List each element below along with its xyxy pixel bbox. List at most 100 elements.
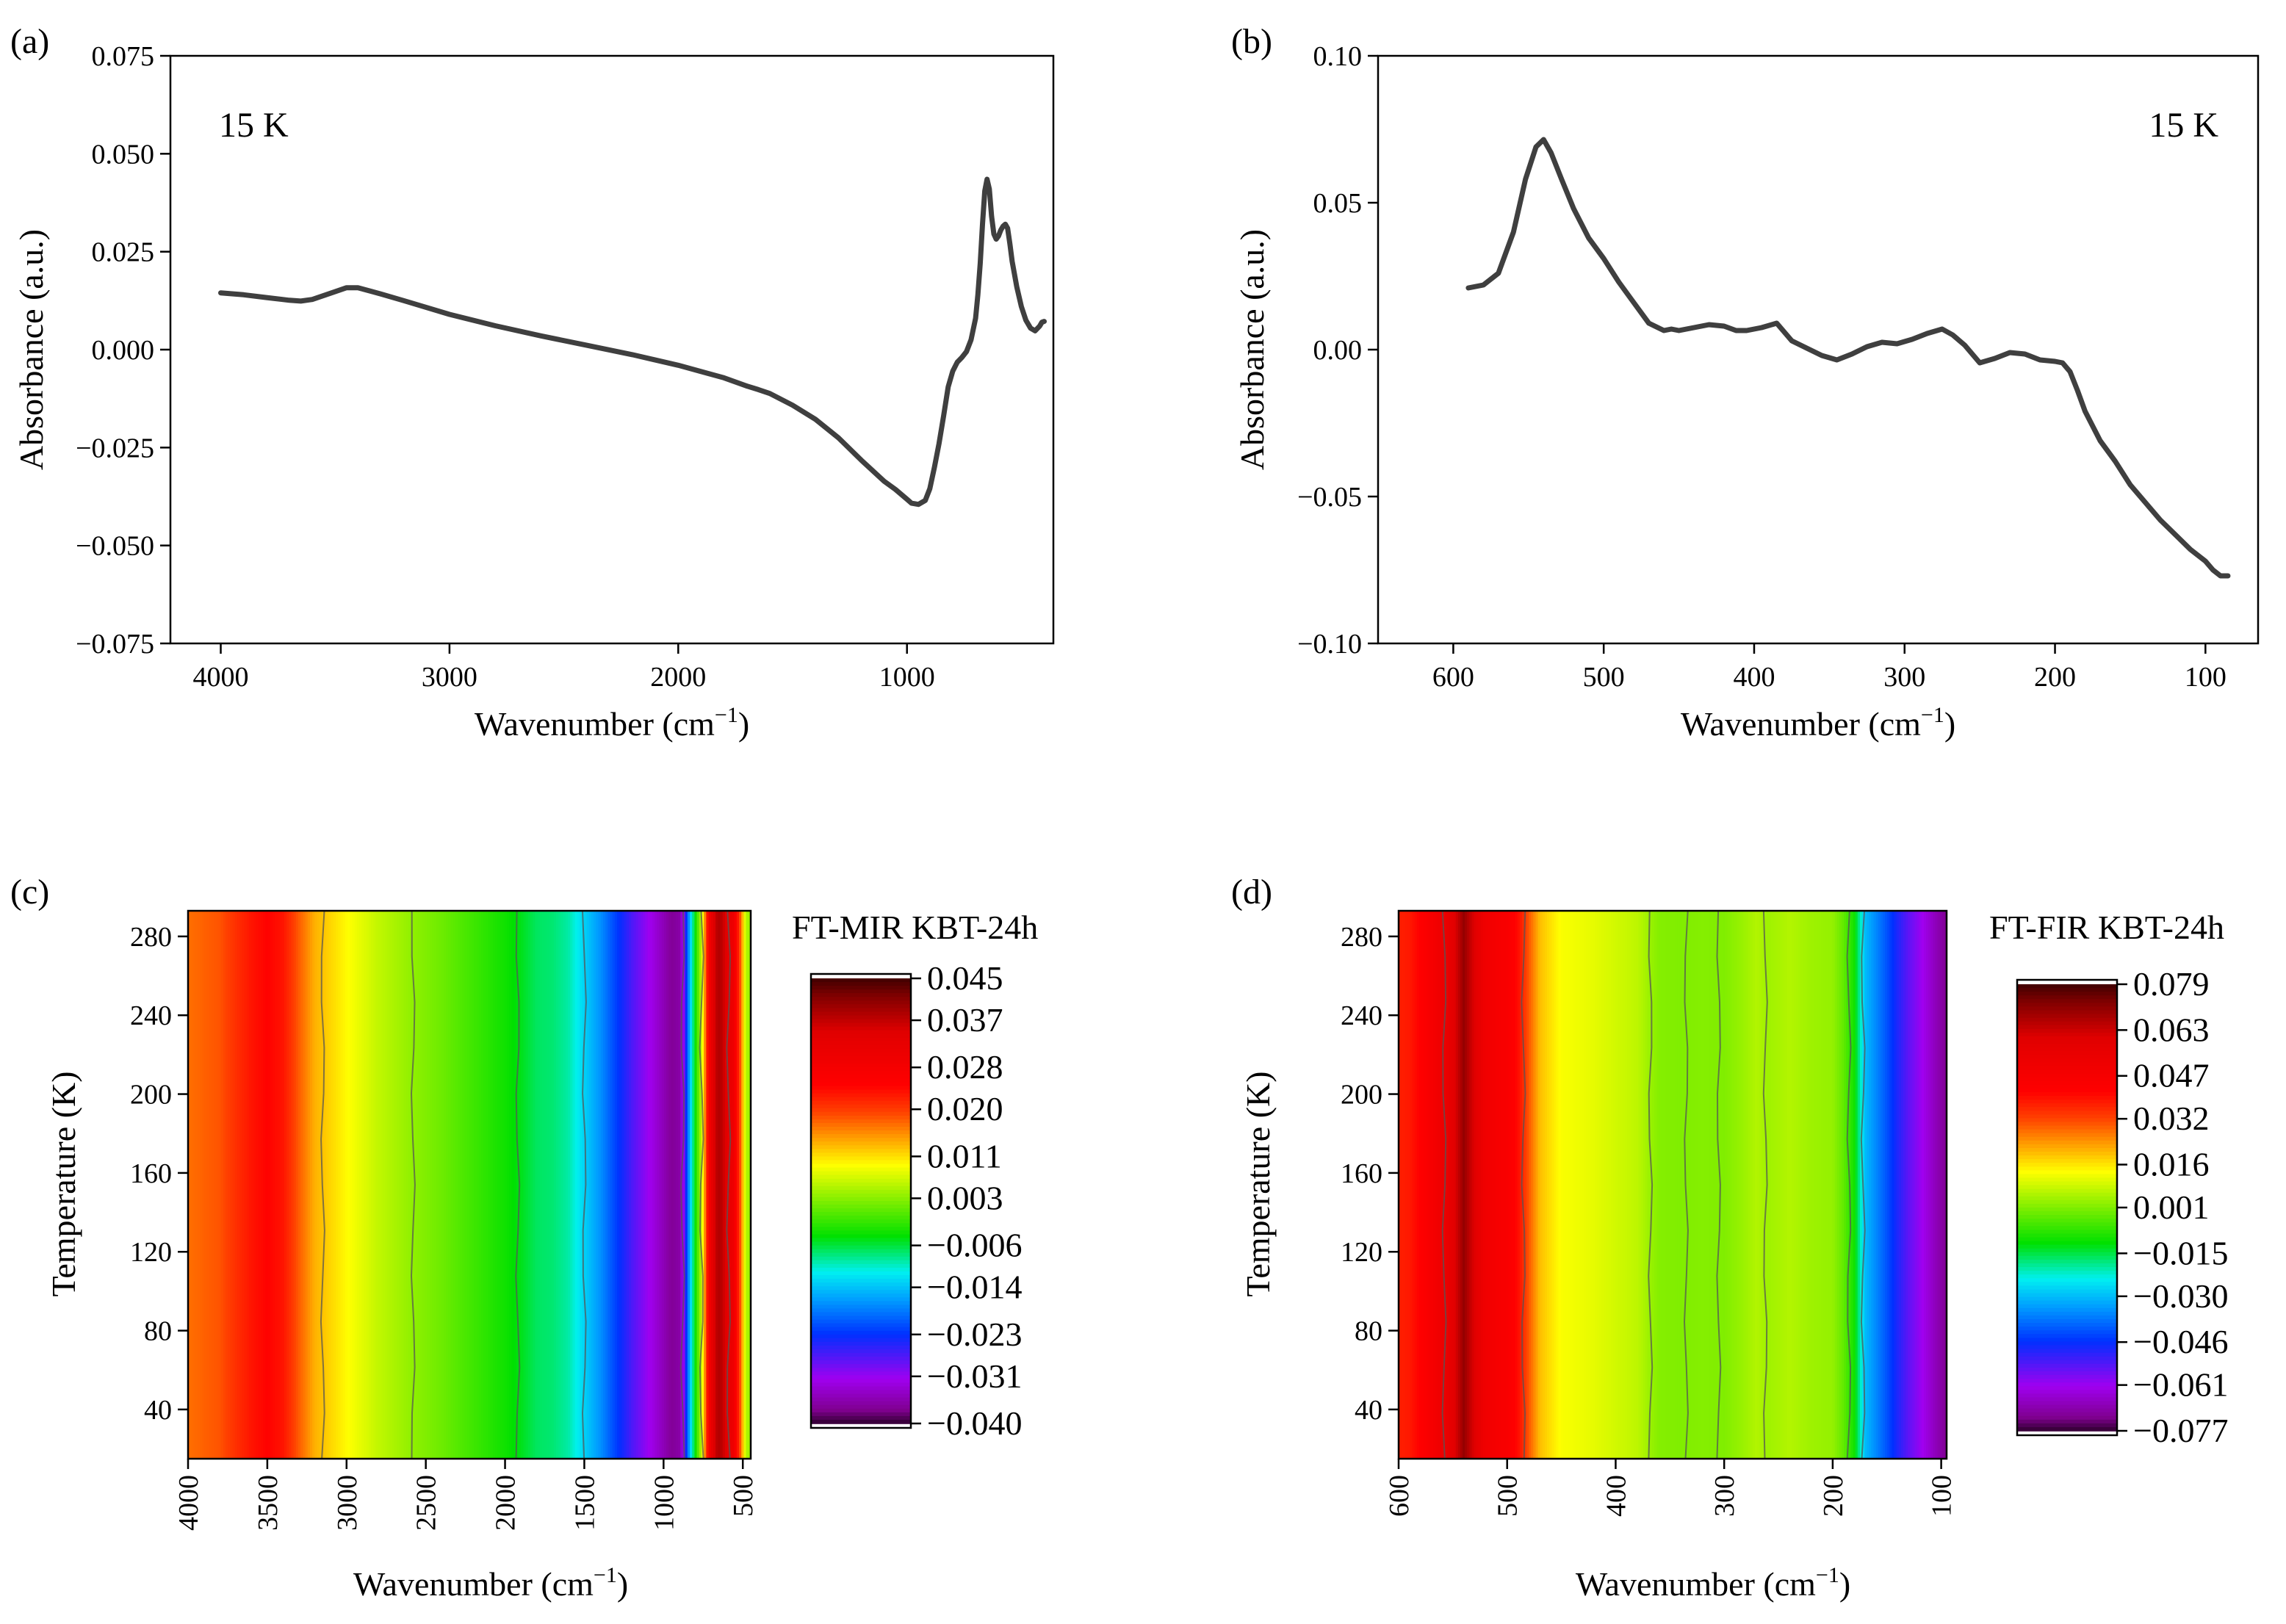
colorbar-segment (811, 1408, 911, 1413)
colorbar-segment (2017, 1274, 2117, 1280)
heatmap-cell (743, 911, 747, 1459)
colorbar-segment (811, 978, 911, 983)
panel-d-contours (1441, 910, 1866, 1459)
x-tick-label: 2000 (491, 1475, 522, 1531)
colorbar-segment (811, 1260, 911, 1265)
heatmap-cell (1562, 911, 1566, 1459)
heatmap-cell (734, 911, 738, 1459)
heatmap-cell (234, 911, 238, 1459)
colorbar-segment (2017, 1271, 2117, 1275)
heatmap-cell (1754, 911, 1758, 1459)
heatmap-cell (263, 911, 267, 1459)
colorbar-segment (2017, 1084, 2117, 1089)
colorbar-segment (811, 989, 911, 994)
heatmap-cell (1741, 911, 1745, 1459)
heatmap-cell (722, 911, 726, 1459)
heatmap-cell (558, 911, 562, 1459)
heatmap-cell (1737, 911, 1739, 1459)
heatmap-cell (1574, 911, 1578, 1459)
heatmap-cell (1839, 911, 1842, 1459)
heatmap-cell (425, 911, 428, 1459)
panel-c-colorbar-ticks: 0.045 0.037 0.028 0.020 0.011 0.003 −0.006 −0.0… (911, 959, 1022, 1442)
colorbar-tick-label: 0.063 (2133, 1011, 2210, 1048)
colorbar-segment (811, 1297, 911, 1302)
heatmap-cell (248, 911, 252, 1459)
colorbar-segment (2017, 1017, 2117, 1022)
panel-d-colorbar-ticks: 0.079 0.063 0.047 0.032 0.016 0.001 −0.015 −0.0… (2117, 965, 2228, 1449)
panel-b-label: (b) (1231, 22, 1272, 61)
colorbar-segment (811, 1067, 911, 1072)
heatmap-cell (516, 911, 519, 1459)
heatmap-cell (1572, 911, 1576, 1459)
heatmap-cell (533, 911, 536, 1459)
heatmap-cell (610, 911, 613, 1459)
panel-c-heatmap (188, 911, 751, 1459)
panel-c-colorbar (810, 972, 912, 1429)
heatmap-cell (492, 911, 496, 1459)
heatmap-cell (1900, 911, 1904, 1459)
colorbar-segment (2017, 1181, 2117, 1186)
heatmap-cell (1480, 911, 1484, 1459)
heatmap-cell (1798, 911, 1801, 1459)
heatmap-cell (448, 911, 452, 1459)
heatmap-cell (1716, 911, 1719, 1459)
heatmap-cell (265, 911, 269, 1459)
heatmap-cell (680, 911, 684, 1459)
heatmap-cell (1777, 911, 1781, 1459)
heatmap-cell (701, 911, 704, 1459)
colorbar-segment (811, 1030, 911, 1035)
colorbar-segment (811, 1357, 911, 1361)
heatmap-cell (403, 911, 407, 1459)
heatmap-cell (488, 911, 491, 1459)
heatmap-cell (1908, 911, 1911, 1459)
heatmap-cell (1449, 911, 1452, 1459)
heatmap-cell (439, 911, 442, 1459)
y-tick-label: 240 (1341, 1000, 1382, 1031)
heatmap-cell (624, 911, 627, 1459)
heatmap-cell (275, 911, 278, 1459)
heatmap-cell (1469, 911, 1473, 1459)
y-tick-label: −0.05 (1297, 482, 1362, 513)
heatmap-cell (352, 911, 356, 1459)
heatmap-cell (1937, 911, 1941, 1459)
colorbar-segment (811, 1390, 911, 1395)
colorbar-segment (2017, 1177, 2117, 1183)
colorbar-tick-label: −0.046 (2133, 1323, 2228, 1360)
heatmap-cell (1636, 911, 1640, 1459)
heatmap-cell (574, 911, 578, 1459)
colorbar-segment (2017, 1375, 2117, 1379)
heatmap-cell (1752, 911, 1756, 1459)
colorbar-segment (811, 1327, 911, 1332)
heatmap-cell (732, 911, 735, 1459)
heatmap-cell (640, 911, 643, 1459)
colorbar-segment (811, 1349, 911, 1354)
heatmap-cell (1770, 911, 1774, 1459)
heatmap-cell (1494, 911, 1498, 1459)
x-tick-label: 500 (728, 1475, 759, 1517)
heatmap-cell (643, 911, 646, 1459)
heatmap-cell (1702, 911, 1706, 1459)
colorbar-segment (2017, 1073, 2117, 1078)
colorbar-segment (811, 1205, 911, 1209)
heatmap-cell (422, 911, 426, 1459)
heatmap-cell (350, 911, 353, 1459)
panel-d: (d) 600 500 400 300 200 100 40 80 120 160 200 240 28… (1231, 873, 2228, 1603)
panel-b-xlabel: Wavenumber (cm−1) (1681, 703, 1955, 743)
colorbar-tick-label: 0.016 (2133, 1146, 2210, 1183)
heatmap-cell (661, 911, 665, 1459)
heatmap-cell (495, 911, 499, 1459)
contour-line (1441, 910, 1447, 1459)
colorbar-tick-label: 0.037 (927, 1001, 1003, 1039)
heatmap-cell (289, 911, 292, 1459)
heatmap-cell (1457, 911, 1461, 1459)
heatmap-cell (1880, 911, 1883, 1459)
x-tick-label: 1000 (649, 1475, 679, 1531)
contour-line (581, 910, 587, 1459)
heatmap-cell (1739, 911, 1742, 1459)
colorbar-segment (811, 1197, 911, 1202)
y-tick-label: 0.050 (92, 139, 155, 170)
heatmap-cell (1803, 911, 1806, 1459)
heatmap-cell (1768, 911, 1772, 1459)
heatmap-cell (1570, 911, 1573, 1459)
heatmap-cell (1686, 911, 1690, 1459)
